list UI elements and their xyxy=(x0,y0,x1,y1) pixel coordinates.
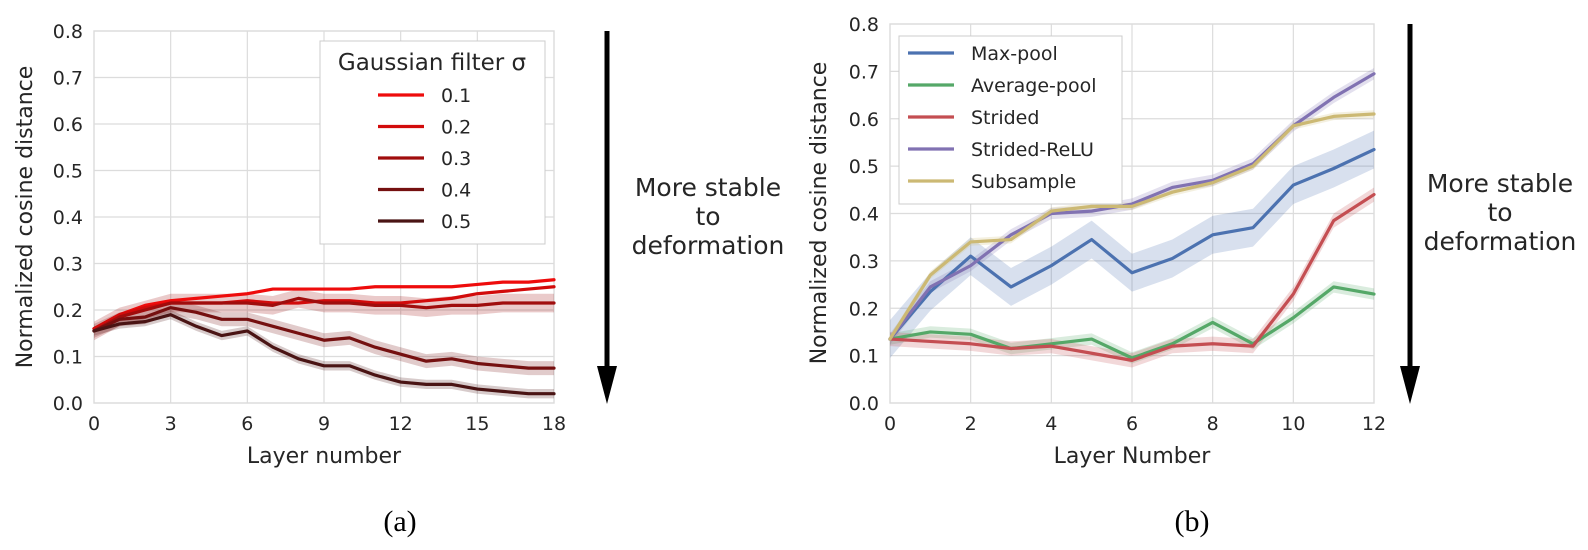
series-line-b-subsample xyxy=(888,112,1376,341)
x-tick-label-a: 9 xyxy=(318,413,330,435)
y-tick-label-a: 0.0 xyxy=(53,393,83,415)
legend-items-b: Max-pool Average-pool Strided Strided-ReLU S… xyxy=(908,43,1096,193)
x-tick-label-a: 15 xyxy=(465,413,489,435)
legend-label-b-average-pool: Average-pool xyxy=(971,75,1096,97)
y-tick-label-b: 0.2 xyxy=(849,298,879,320)
caption-b: (b) xyxy=(1175,505,1210,538)
y-tick-label-a: 0.6 xyxy=(53,114,83,136)
annotation-line-2-b: to xyxy=(1487,198,1512,227)
legend-label-a-0-1: 0.1 xyxy=(441,85,471,107)
caption-a: (a) xyxy=(383,505,416,538)
confidence-band-b-max-pool xyxy=(890,130,1374,358)
series-lines-a xyxy=(92,278,556,396)
y-tick-label-b: 0.1 xyxy=(849,346,879,368)
y-tick-label-b: 0.4 xyxy=(849,204,879,226)
legend-box-a xyxy=(319,40,546,245)
y-tick-label-a: 0.7 xyxy=(53,68,83,90)
y-tick-label-a: 0.2 xyxy=(53,300,83,322)
legend-label-b-strided-relu: Strided-ReLU xyxy=(971,139,1094,161)
x-tick-label-b: 12 xyxy=(1362,413,1386,435)
y-tick-label-b: 0.6 xyxy=(849,109,879,131)
legend-label-a-0-5: 0.5 xyxy=(441,211,471,233)
y-tick-label-a: 0.4 xyxy=(53,207,83,229)
legend-box-b xyxy=(898,35,1123,205)
y-axis-label-b: Normalized cosine distance xyxy=(807,62,832,365)
y-tick-label-b: 0.5 xyxy=(849,156,879,178)
legend-a: Gaussian filter σ 0.1 0.2 0.3 0.4 0.5 xyxy=(319,40,546,245)
annotation-a: More stable to deformation xyxy=(597,31,784,404)
legend-label-a-0-3: 0.3 xyxy=(441,148,471,170)
series-line-a-0-4 xyxy=(92,306,556,370)
legend-label-b-subsample: Subsample xyxy=(971,171,1076,193)
x-tick-label-a: 12 xyxy=(389,413,413,435)
x-tick-label-b: 4 xyxy=(1045,413,1057,435)
x-tick-label-b: 6 xyxy=(1126,413,1138,435)
legend-label-b-max-pool: Max-pool xyxy=(971,43,1058,65)
series-lines-b xyxy=(888,72,1376,362)
y-tick-label-a: 0.3 xyxy=(53,254,83,276)
arrow-head-a xyxy=(597,366,617,404)
x-tick-label-a: 0 xyxy=(88,413,100,435)
tick-labels-a: 0.0 0.1 0.2 0.3 0.4 0.5 0.6 0.7 0.8 0 3 6 9 12 15 18 xyxy=(53,21,566,435)
y-tick-label-a: 0.8 xyxy=(53,21,83,43)
x-tick-label-a: 18 xyxy=(542,413,566,435)
annotation-line-2-a: to xyxy=(695,202,720,231)
legend-label-a-0-4: 0.4 xyxy=(441,180,471,202)
confidence-band-a-0-4 xyxy=(94,300,554,376)
x-tick-label-a: 3 xyxy=(165,413,177,435)
x-tick-label-b: 10 xyxy=(1281,413,1305,435)
tick-labels-b: 0.0 0.1 0.2 0.3 0.4 0.5 0.6 0.7 0.8 0 2 4 6 8 10 12 xyxy=(849,14,1386,435)
y-tick-label-b: 0.7 xyxy=(849,61,879,83)
panel-a: 0.0 0.1 0.2 0.3 0.4 0.5 0.6 0.7 0.8 0 3 6 9 12 15 18 La… xyxy=(13,21,784,538)
y-tick-label-b: 0.0 xyxy=(849,393,879,415)
x-tick-label-b: 8 xyxy=(1207,413,1219,435)
legend-label-b-strided: Strided xyxy=(971,107,1039,129)
series-line-a-0-3 xyxy=(92,296,556,333)
series-line-b-max-pool xyxy=(888,147,1376,341)
x-axis-label-a: Layer number xyxy=(247,444,402,469)
annotation-line-1-a: More stable xyxy=(635,173,781,202)
annotation-line-1-b: More stable xyxy=(1427,169,1573,198)
annotation-line-3-b: deformation xyxy=(1424,227,1577,256)
legend-label-a-0-2: 0.2 xyxy=(441,117,471,139)
arrow-head-b xyxy=(1400,366,1420,404)
y-tick-label-b: 0.3 xyxy=(849,251,879,273)
annotation-line-3-a: deformation xyxy=(632,231,785,260)
series-line-b-average-pool xyxy=(888,285,1376,360)
y-tick-label-a: 0.5 xyxy=(53,161,83,183)
confidence-band-b-subsample xyxy=(890,110,1374,343)
x-tick-label-b: 0 xyxy=(884,413,896,435)
y-tick-label-a: 0.1 xyxy=(53,347,83,369)
series-line-a-0-5 xyxy=(92,313,556,396)
x-tick-label-a: 6 xyxy=(241,413,253,435)
panel-b: 0.0 0.1 0.2 0.3 0.4 0.5 0.6 0.7 0.8 0 2 4 6 8 10 12 Lay… xyxy=(807,14,1576,538)
x-tick-label-b: 2 xyxy=(965,413,977,435)
annotation-b: More stable to deformation xyxy=(1400,24,1576,404)
series-line-a-0-1 xyxy=(92,278,556,331)
legend-items-a: 0.1 0.2 0.3 0.4 0.5 xyxy=(378,85,471,233)
legend-b: Max-pool Average-pool Strided Strided-ReLU S… xyxy=(898,35,1123,205)
legend-title-a: Gaussian filter σ xyxy=(338,50,526,76)
x-axis-label-b: Layer Number xyxy=(1054,444,1212,469)
series-line-b-strided xyxy=(888,192,1376,362)
y-axis-label-a: Normalized cosine distance xyxy=(13,66,38,369)
y-tick-label-b: 0.8 xyxy=(849,14,879,36)
